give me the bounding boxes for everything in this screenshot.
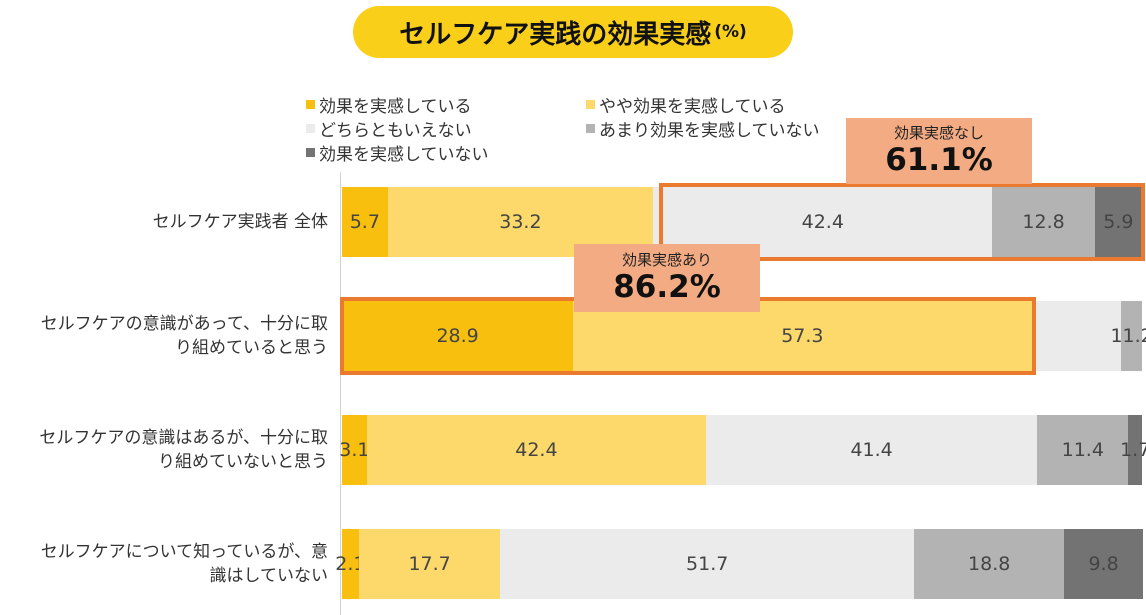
- bar-segment: [1031, 301, 1122, 371]
- bar-segment: 28.9: [342, 301, 574, 371]
- bar-segment: 5.9: [1094, 187, 1142, 257]
- bar-segment: 51.7: [500, 529, 914, 599]
- no-effect-callout-label: 効果実感なし: [893, 124, 984, 142]
- bar-segment: 11.4: [1037, 415, 1129, 485]
- bar-segment: 17.7: [358, 529, 501, 599]
- data-label: 41.4: [850, 439, 893, 461]
- bar-segment: 33.2: [387, 187, 654, 257]
- legend-label: 効果を実感している: [319, 97, 472, 117]
- category-label-line: セルフケアの意識はあるが、十分に取: [39, 428, 328, 448]
- bar-segment: 12.8: [992, 187, 1095, 257]
- data-label: 12.8: [1022, 211, 1065, 233]
- category-label: セルフケアの意識があって、十分に取り組めていると思う: [0, 312, 328, 360]
- data-label: 28.9: [436, 325, 479, 347]
- data-label: 2.1: [335, 553, 366, 575]
- bar-segment: 41.4: [706, 415, 1038, 485]
- bar-segment: 3.1: [339, 415, 370, 485]
- data-label: 57.3: [781, 325, 824, 347]
- legend-label: あまり効果を実感していない: [599, 121, 820, 141]
- legend-label: 効果を実感していない: [319, 145, 489, 165]
- chart-title: セルフケア実践の効果実感 (%): [353, 6, 793, 58]
- legend-label: どちらともいえない: [319, 121, 472, 141]
- category-label-line: 識はしていない: [209, 566, 329, 586]
- bar-segment: 2.1: [335, 529, 366, 599]
- legend-item: あまり効果を実感していない: [586, 116, 820, 141]
- chart-title-text: セルフケア実践の効果実感: [399, 19, 712, 50]
- data-label: 3.1: [339, 439, 370, 461]
- category-label-line: セルフケアの意識があって、十分に取: [40, 314, 328, 334]
- legend-item: 効果を実感している: [306, 92, 472, 117]
- category-label-line: セルフケアについて知っているが、意: [40, 542, 328, 562]
- bar-segment: 42.4: [366, 415, 706, 485]
- legend-swatch: [586, 100, 595, 109]
- category-label: セルフケアの意識はあるが、十分に取り組めていないと思う: [0, 426, 328, 474]
- data-label: 42.4: [515, 439, 558, 461]
- category-label-line: り組めていないと思う: [158, 452, 328, 472]
- data-label: 1.7: [1120, 439, 1146, 461]
- legend-label: やや効果を実感している: [599, 97, 786, 117]
- no-effect-callout: 効果実感なし 61.1%: [846, 118, 1032, 184]
- effect-callout: 効果実感あり 86.2%: [574, 244, 760, 312]
- data-label: 51.7: [686, 553, 729, 575]
- no-effect-highlight-box: [659, 183, 1145, 261]
- chart-title-unit: (%): [714, 22, 747, 42]
- data-label: 18.8: [968, 553, 1011, 575]
- category-label: セルフケアについて知っているが、意識はしていない: [0, 540, 328, 588]
- category-label-line: セルフケア実践者 全体: [152, 212, 328, 232]
- data-label: 5.9: [1103, 211, 1134, 233]
- data-label: 11.4: [1061, 439, 1104, 461]
- bar-segment: 18.8: [914, 529, 1065, 599]
- effect-callout-label: 効果実感あり: [621, 251, 712, 269]
- bar-segment: 11.2: [1110, 301, 1146, 371]
- effect-callout-value: 86.2%: [613, 269, 721, 305]
- bar-segment: 57.3: [573, 301, 1032, 371]
- data-label: 33.2: [499, 211, 542, 233]
- data-label: 17.7: [408, 553, 451, 575]
- legend-swatch: [306, 148, 315, 157]
- legend-swatch: [586, 124, 595, 133]
- legend-item: やや効果を実感している: [586, 92, 786, 117]
- data-label: 42.4: [801, 211, 844, 233]
- category-label: セルフケア実践者 全体: [0, 210, 328, 234]
- no-effect-callout-value: 61.1%: [885, 142, 993, 178]
- bar-segment: 1.7: [1120, 415, 1146, 485]
- legend-item: 効果を実感していない: [306, 140, 489, 165]
- bar-segment: 5.7: [342, 187, 388, 257]
- legend-swatch: [306, 100, 315, 109]
- category-axis-line: [340, 172, 341, 615]
- data-label: 9.8: [1088, 553, 1119, 575]
- data-label: 11.2: [1110, 325, 1146, 347]
- legend-item: どちらともいえない: [306, 116, 472, 141]
- legend-swatch: [306, 124, 315, 133]
- category-label-line: り組めていると思う: [175, 338, 328, 358]
- data-label: 5.7: [349, 211, 380, 233]
- bar-segment: 9.8: [1064, 529, 1143, 599]
